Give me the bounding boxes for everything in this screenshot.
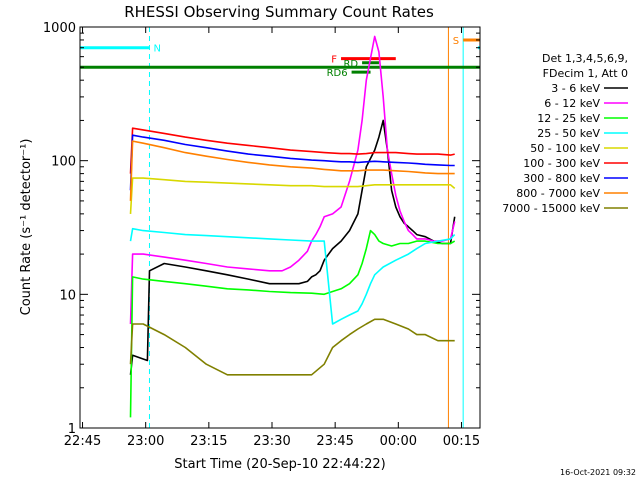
flag-label-4: RD [343, 59, 358, 70]
x-tick-label-6: 00:15 [443, 434, 480, 449]
legend-label-3: 25 - 50 keV [537, 127, 600, 140]
series-lines-group [129, 35, 456, 418]
series-line-4 [129, 177, 456, 214]
y-tick-label-3: 1000 [43, 21, 76, 36]
y-tick-label-0: 1 [68, 422, 76, 437]
y-tick-label-2: 100 [51, 155, 76, 170]
x-axis-label: Start Time (20-Sep-10 22:44:22) [174, 457, 385, 472]
legend-header-line-1: Det 1,3,4,5,6,9, [542, 52, 628, 65]
legend: 3 - 6 keV 6 - 12 keV 12 - 25 keV 25 - 50 ke… [502, 82, 628, 215]
x-tick-label-1: 23:00 [127, 434, 164, 449]
legend-label-1: 6 - 12 keV [544, 97, 600, 110]
footer-timestamp: 16-Oct-2021 09:32 [560, 468, 636, 477]
x-tick-label-4: 23:45 [316, 434, 353, 449]
series-line-3 [129, 227, 456, 325]
x-tick-label-3: 23:30 [253, 434, 290, 449]
flag-label-3: F [331, 55, 337, 66]
legend-label-6: 300 - 800 keV [523, 172, 600, 185]
x-tick-label-2: 23:15 [190, 434, 227, 449]
y-axis-label: Count Rate (s⁻¹ detector⁻¹) [19, 139, 34, 316]
y-ticks-group: 1 10 100 1000 [43, 21, 480, 437]
legend-label-4: 50 - 100 keV [530, 142, 600, 155]
legend-label-7: 800 - 7000 keV [516, 187, 600, 200]
y-tick-label-1: 10 [59, 288, 76, 303]
x-tick-label-0: 22:45 [64, 434, 101, 449]
legend-label-2: 12 - 25 keV [537, 112, 600, 125]
flag-label-1: S [453, 36, 459, 47]
chart-title: RHESSI Observing Summary Count Rates [124, 3, 434, 21]
legend-label-8: 7000 - 15000 keV [502, 202, 600, 215]
series-line-7 [129, 140, 455, 201]
x-ticks-group: 22:45 23:00 23:15 23:30 23:45 00:00 00:15 [64, 27, 480, 449]
plot-frame [79, 26, 481, 429]
legend-label-5: 100 - 300 keV [523, 157, 600, 170]
series-line-8 [129, 318, 455, 376]
series-line-5 [129, 127, 455, 174]
legend-label-0: 3 - 6 keV [551, 82, 600, 95]
legend-header-line-2: FDecim 1, Att 0 [543, 67, 628, 80]
series-line-2 [129, 229, 456, 418]
flag-label-5: RD6 [327, 68, 348, 79]
x-tick-label-5: 00:00 [380, 434, 417, 449]
flag-label-0: N [153, 44, 160, 55]
series-line-6 [129, 134, 455, 191]
series-line-0 [129, 119, 456, 375]
series-line-1 [129, 35, 456, 325]
